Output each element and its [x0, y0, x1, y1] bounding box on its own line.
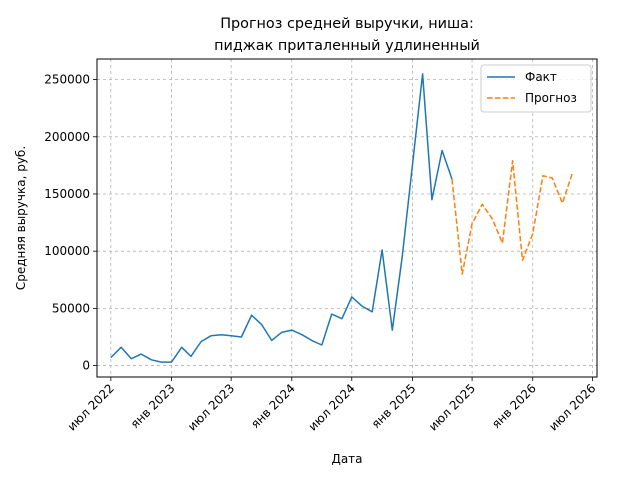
y-axis-ticks: 0 50000 100000 150000 200000 250000	[44, 73, 97, 373]
y-tick-label: 50000	[52, 301, 90, 315]
chart-title-line-1: Прогноз средней выручки, ниша:	[220, 16, 474, 32]
x-axis-label: Дата	[331, 452, 362, 466]
legend-label-forecast: Прогноз	[525, 91, 577, 105]
chart-title-line-2: пиджак приталенный удлиненный	[214, 38, 480, 54]
y-tick-label: 250000	[44, 73, 90, 87]
legend: Факт Прогноз	[480, 64, 592, 113]
y-tick-label: 100000	[44, 244, 90, 258]
y-axis-label: Средняя выручка, руб.	[14, 146, 28, 290]
plot-frame	[96, 58, 598, 378]
y-tick-label: 150000	[44, 187, 90, 201]
y-tick-label: 0	[82, 359, 90, 373]
legend-label-fact: Факт	[525, 70, 557, 84]
y-tick-label: 200000	[44, 130, 90, 144]
series-layer	[110, 73, 574, 363]
